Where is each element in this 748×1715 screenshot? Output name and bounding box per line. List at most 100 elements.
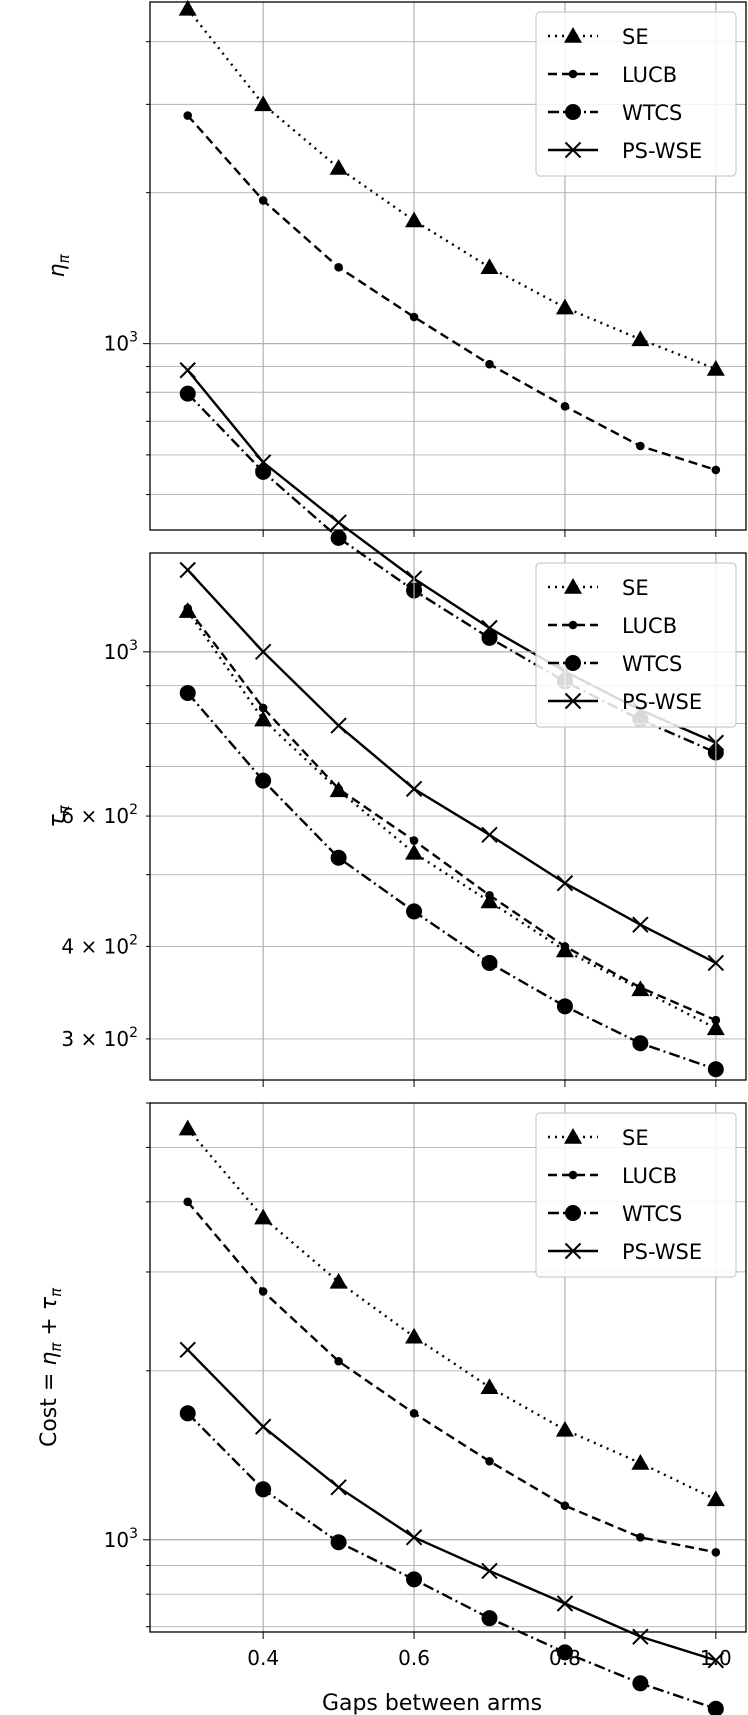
y-tick-label: 103 [104,1526,138,1552]
data-point-lucb [560,942,570,951]
data-point-wtcs [481,1610,498,1627]
legend-marker-se [564,27,582,43]
panels: 103 ηπ SE LUCB WTCS PS-WSE 3 × 102 4 × 102 6 × 1… [37,0,747,1715]
y-axis-label: Cost = ηπ + τπ [37,1287,65,1447]
data-point-ps-wse [330,717,347,734]
series-line-ps-wse [186,1348,717,1662]
series-line-lucb [186,607,717,1022]
legend-label-se: SE [622,1126,649,1150]
data-point-lucb [334,1356,343,1366]
data-point-se [706,1490,725,1507]
legend: SE LUCB WTCS PS-WSE [535,562,737,728]
series-ps-wse [179,1341,725,1669]
legend-marker-ps-wse [564,692,582,710]
x-tick-label: 0.4 [247,1646,279,1670]
data-point-lucb [334,784,343,794]
data-point-wtcs [179,1405,196,1422]
data-point-wtcs [481,629,498,646]
data-point-ps-wse [707,1652,725,1669]
data-point-lucb [409,836,419,845]
data-point-lucb [636,441,645,451]
y-tick-label: 4 × 102 [61,932,138,958]
series-lucb [183,111,721,475]
data-point-se [555,298,574,315]
data-point-wtcs [330,529,347,546]
data-point-ps-wse [556,1595,574,1612]
legend-marker-wtcs [565,1205,581,1221]
data-point-ps-wse [254,454,272,471]
series-line-wtcs [186,692,717,1071]
legend-label-wtcs: WTCS [622,101,682,125]
legend: SE LUCB WTCS PS-WSE [535,11,737,177]
y-axis-label: ηπ [45,254,73,278]
data-point-se [405,843,424,860]
legend-marker-wtcs [565,655,581,671]
data-point-ps-wse [556,874,574,892]
data-point-se [480,1378,499,1394]
series-wtcs [179,1405,724,1715]
data-point-ps-wse [179,561,196,579]
data-point-lucb [711,1547,721,1557]
data-point-ps-wse [481,1562,498,1580]
data-point-wtcs [406,1571,423,1588]
legend-label-ps-wse: PS-WSE [622,1240,702,1264]
y-axis-label: τπ [45,804,73,827]
data-point-ps-wse [707,954,725,972]
data-point-wtcs [556,998,573,1015]
data-point-lucb [711,465,721,475]
data-point-lucb [560,1501,570,1511]
chart-panel-2: 3 × 102 4 × 102 6 × 102 103 τπ SE LUCB WTCS PS-W… [45,552,747,1087]
legend-box [535,562,737,728]
data-point-lucb [258,196,268,205]
legend-label-wtcs: WTCS [622,1202,682,1226]
data-point-se [329,1272,348,1289]
data-point-lucb [183,111,193,120]
y-tick-label: 103 [104,330,138,356]
data-point-lucb [334,262,343,272]
x-tick-label: 0.6 [398,1646,430,1670]
data-point-ps-wse [254,643,272,661]
legend-marker-se [564,1128,582,1144]
plot-frame [149,552,747,1081]
series-se [178,1119,725,1507]
data-point-ps-wse [254,1418,272,1435]
series-line-se [186,610,717,1030]
data-point-lucb [485,890,494,900]
series-line-lucb [186,1201,717,1554]
data-point-wtcs [255,772,272,789]
data-point-se [631,1454,650,1470]
data-point-lucb [485,1456,494,1466]
data-point-ps-wse [632,916,649,933]
series-line-se [186,1127,717,1501]
data-point-lucb [258,703,268,713]
data-point-se [405,1327,424,1344]
data-point-se [706,1019,725,1036]
series-lucb [183,1197,721,1557]
data-point-ps-wse [481,619,498,637]
data-point-se [480,258,499,275]
legend-label-se: SE [622,576,649,600]
data-point-wtcs [632,1035,649,1052]
data-point-lucb [560,401,570,411]
data-point-se [178,0,197,16]
data-point-wtcs [707,1700,724,1715]
data-point-se [405,211,424,228]
data-point-wtcs [330,849,347,866]
legend-box [535,11,737,177]
data-point-ps-wse [330,1479,347,1496]
y-tick-label: 6 × 102 [61,802,138,828]
legend-marker-ps-wse [564,1242,582,1260]
data-point-lucb [711,1015,721,1025]
legend-label-lucb: LUCB [622,614,677,638]
data-point-lucb [409,1409,419,1418]
series-lucb [183,604,721,1025]
data-point-wtcs [406,903,423,920]
data-point-ps-wse [405,780,423,798]
series-line-se [186,8,717,371]
series-se [178,0,725,376]
data-point-se [480,892,499,909]
data-point-se [706,360,725,376]
plot-frame [149,1102,747,1633]
